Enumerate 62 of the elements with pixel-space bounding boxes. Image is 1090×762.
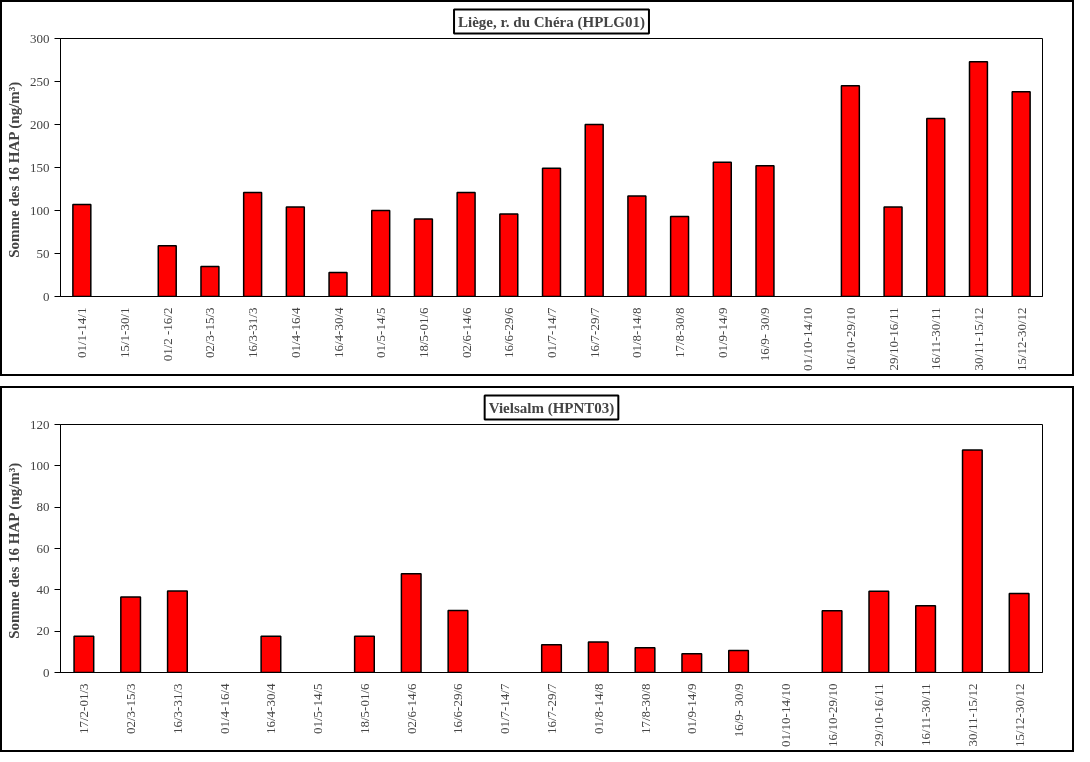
x-tick-label: 02/3-15/3 [123, 683, 139, 735]
y-tick-label: 120 [30, 416, 50, 432]
x-tick-label: 01/9-14/9 [714, 307, 730, 359]
y-axis-title: Somme des 16 HAP (ng/m³) [6, 462, 23, 639]
x-tick-label: 02/3-15/3 [202, 307, 218, 359]
x-tick-label: 16/9- 30/9 [731, 683, 747, 738]
x-tick-label: 01/5-14/5 [310, 683, 326, 735]
y-tick-label: 150 [30, 159, 50, 175]
y-tick-label: 40 [36, 581, 50, 597]
x-tick-label: 30/11-15/12 [970, 307, 986, 371]
x-tick-label: 29/10-16/11 [885, 307, 901, 371]
x-tick-label: 17/2-01/3 [76, 683, 92, 735]
y-tick-label: 0 [43, 664, 50, 680]
x-tick-label: 02/6-14/6 [458, 307, 474, 359]
x-tick-label: 02/6-14/6 [403, 683, 419, 735]
x-tick-label: 16/4-30/4 [263, 683, 279, 735]
x-tick-label: 30/11-15/12 [964, 683, 980, 747]
x-tick-label: 16/7-29/7 [544, 683, 559, 735]
x-tick-label: 16/4-30/4 [330, 307, 346, 359]
x-tick-label: 01/7-14/7 [544, 307, 559, 359]
x-tick-label: 01/9-14/9 [684, 683, 700, 735]
x-tick-label: 18/5-01/6 [356, 683, 372, 735]
chart-title: Liège, r. du Chéra (HPLG01) [458, 13, 645, 31]
chart-title: Vielsalm (HPNT03) [488, 399, 615, 417]
x-tick-label: 16/11-30/11 [928, 307, 944, 371]
x-tick-label: 01/4-16/4 [287, 307, 303, 359]
x-tick-label: 18/5-01/6 [415, 307, 431, 359]
y-tick-label: 250 [30, 73, 50, 89]
y-tick-label: 100 [30, 202, 50, 218]
y-tick-label: 0 [43, 288, 50, 304]
x-tick-label: 16/11-30/11 [918, 683, 934, 747]
x-tick-label: 16/10-29/10 [824, 683, 840, 748]
x-tick-label: 01/8-14/8 [629, 307, 645, 359]
x-tick-label: 16/10-29/10 [842, 307, 858, 372]
x-tick-label: 17/8-30/8 [672, 307, 688, 359]
y-tick-label: 50 [36, 245, 50, 261]
x-tick-label: 16/7-29/7 [586, 307, 602, 359]
x-tick-label: 01/5-14/5 [373, 307, 389, 359]
y-tick-label: 300 [30, 30, 50, 46]
x-tick-label: 01/2 -16/2 [159, 307, 175, 362]
x-tick-label: 01/7-14/7 [497, 683, 513, 735]
x-tick-label: 01/4-16/4 [216, 683, 232, 735]
x-tick-label: 01/10-14/10 [777, 683, 793, 748]
x-tick-label: 16/6-29/6 [501, 307, 517, 359]
y-tick-label: 80 [36, 499, 50, 515]
x-tick-label: 15/12-30/12 [1011, 683, 1027, 748]
x-tick-label: 29/10-16/11 [871, 683, 887, 747]
y-axis-title: Somme des 16 HAP (ng/m³) [6, 81, 23, 258]
x-tick-label: 01/10-14/10 [800, 307, 816, 372]
x-tick-label: 16/3-31/3 [169, 683, 185, 735]
y-tick-label: 60 [36, 540, 50, 556]
x-tick-label: 15/12-30/12 [1013, 307, 1029, 372]
x-tick-label: 01/8-14/8 [590, 683, 606, 735]
y-tick-label: 100 [30, 457, 50, 473]
x-tick-label: 16/9- 30/9 [757, 307, 773, 362]
x-tick-label: 16/3-31/3 [245, 307, 261, 359]
x-tick-label: 17/8-30/8 [637, 683, 653, 735]
x-tick-label: 01/1-14/1 [74, 307, 90, 359]
y-tick-label: 20 [36, 623, 50, 639]
x-tick-label: 15/1-30/1 [117, 307, 133, 359]
x-tick-label: 16/6-29/6 [450, 683, 466, 735]
y-tick-label: 200 [30, 116, 50, 132]
